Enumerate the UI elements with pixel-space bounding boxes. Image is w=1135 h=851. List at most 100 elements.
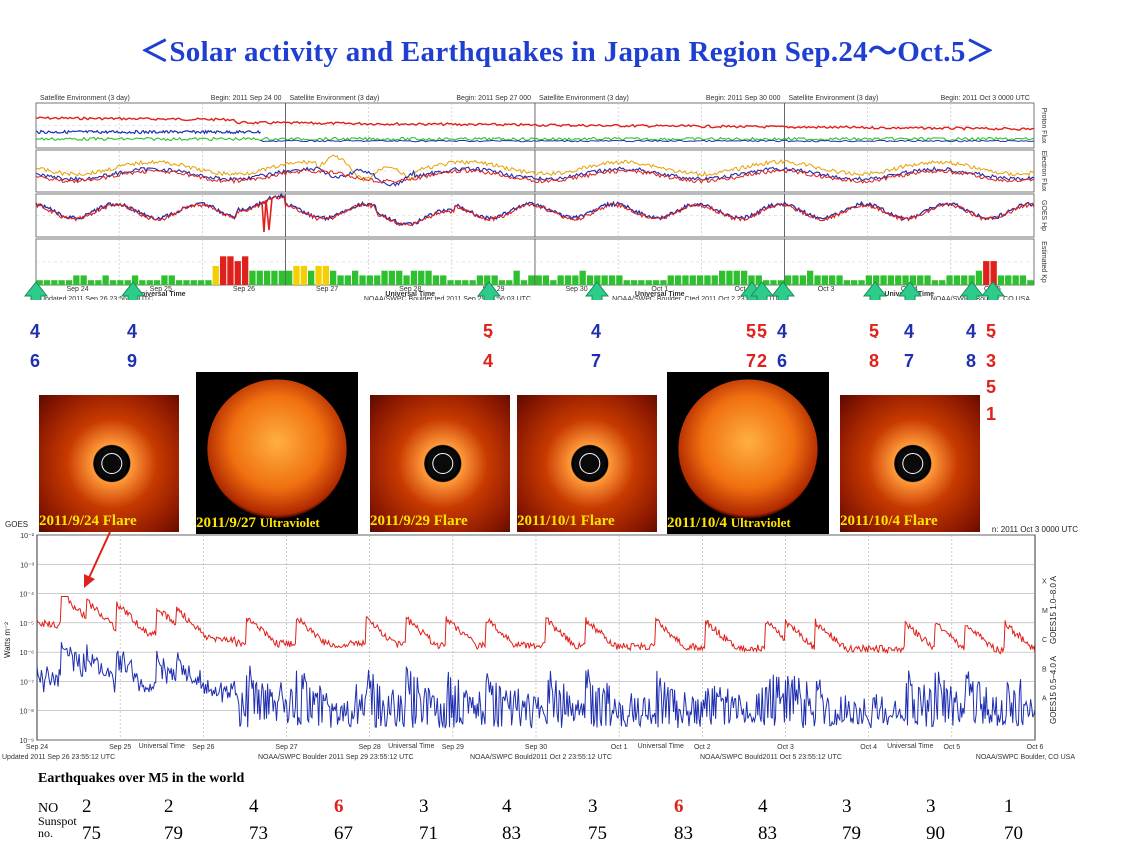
earthquake-arrow [476, 281, 502, 300]
kp-bar [256, 270, 263, 285]
proton-flux-lines [35, 116, 1035, 143]
xray-footer: NOAA/SWPC Boulder, CO USA [976, 754, 1076, 761]
kp-bar [939, 280, 946, 285]
sunspot-number: 75 [82, 823, 101, 844]
xray-frame [36, 534, 1036, 741]
xray-universal-time: Universal Time [638, 743, 684, 750]
kp-bar [946, 275, 953, 285]
kp-bar [344, 275, 351, 285]
panel-footer: NOAA/SWPC Boulder, CO USA [931, 296, 1031, 300]
no-label: NO [38, 801, 59, 816]
xray-header-left: GOES [5, 520, 28, 529]
flare-pointer [87, 531, 111, 581]
kp-bar [917, 275, 924, 285]
kp-bar [836, 275, 843, 285]
kp-bar [95, 280, 102, 285]
magnitude-extra: 5 [986, 377, 997, 397]
kp-bar [381, 270, 388, 285]
kp-bar [770, 280, 777, 285]
electron-blue-line [35, 166, 1035, 187]
kp-bar [124, 280, 131, 285]
kp-bar [330, 270, 337, 285]
sunspot-number: 70 [1004, 823, 1023, 844]
kp-bar [799, 275, 806, 285]
kp-bar [880, 275, 887, 285]
kp-bar [58, 280, 65, 285]
magnitude-top: 4 [127, 321, 138, 341]
xray-footer: NOAA/SWPC Bould2011 Oct 5 23:55:12 UTC [700, 754, 842, 761]
kp-bar [1012, 275, 1019, 285]
xray-x-tick: Oct 5 [943, 744, 960, 751]
flare-arrow [84, 531, 111, 588]
kp-bar [440, 275, 447, 285]
kp-bar [242, 256, 249, 285]
xray-long-series [36, 596, 1036, 655]
flare-class-label: X [1042, 579, 1047, 586]
sun-disk [678, 379, 818, 519]
earthquake-count: 3 [588, 796, 598, 817]
kp-bar [983, 261, 990, 285]
xray-ylabel: Watts m⁻² [3, 622, 12, 658]
magnitude-decimal-point: - [596, 332, 599, 342]
image-caption: 2011/10/1 Flare [517, 513, 615, 529]
sun-disk [207, 379, 347, 519]
kp-bar [300, 265, 307, 285]
sunspot-number: 83 [758, 823, 777, 844]
xray-x-tick: Oct 4 [860, 744, 877, 751]
kp-bar [139, 280, 146, 285]
kp-bar [374, 275, 381, 285]
kp-bar [674, 275, 682, 285]
goes-hp-lines [35, 192, 1035, 233]
magnitude-decimal-point: - [762, 332, 765, 342]
kp-bar [476, 275, 484, 285]
kp-bar [843, 280, 850, 285]
sunspot-number: 90 [926, 823, 945, 844]
kp-bar [293, 265, 300, 285]
kp-bar [696, 275, 704, 285]
xray-x-tick: Sep 25 [109, 744, 131, 751]
kp-bar [777, 280, 784, 285]
magnitude-top: 4 [904, 321, 915, 341]
kp-bar [1027, 280, 1034, 285]
kp-bar [829, 275, 836, 285]
magnitude-bottom: 9 [127, 351, 138, 371]
xray-x-tick: Oct 2 [694, 744, 711, 751]
kp-bar [102, 275, 109, 285]
kp-bar [748, 275, 755, 285]
kp-bar [1005, 275, 1012, 285]
kp-bar [726, 270, 733, 285]
kp-bar [997, 275, 1005, 285]
coronagraph-image: 2011/10/4 Flare [840, 395, 980, 532]
earthquake-arrow [770, 281, 796, 300]
row-label: Electron Flux [1040, 151, 1047, 192]
satellite-environment-chart: Proton Flux Electron Flux GOES Hp Estimated… [23, 95, 1047, 300]
magnitude-bottom: 6 [30, 351, 41, 371]
earthquake-count: 2 [82, 796, 92, 817]
kp-bar [73, 275, 80, 285]
magnitude-bottom: 7 [904, 351, 915, 371]
flare-class-label: C [1042, 637, 1047, 644]
kp-bar [667, 275, 674, 285]
xray-y-tick: 10⁻³ [20, 562, 34, 569]
earthquake-count: 6 [334, 796, 344, 817]
kp-bar [271, 270, 278, 285]
magnitude-decimal-point: - [909, 332, 912, 342]
proton-high-line [35, 116, 1035, 131]
xray-long-label: GOES15 1.0–8.0 A [1049, 575, 1058, 644]
kp-bar [80, 275, 87, 285]
xray-universal-time: Universal Time [388, 743, 434, 750]
earthquake-arrow [862, 281, 888, 300]
kp-bar [491, 275, 498, 285]
magnitude-decimal-point: - [991, 332, 994, 342]
occulter [95, 447, 128, 480]
kp-bar [462, 280, 469, 285]
sunspot-label: Sunspot no. [38, 814, 77, 840]
image-caption: 2011/9/29 Flare [370, 513, 468, 529]
row-label: Estimated Kp [1040, 241, 1047, 283]
panel-header-left: Satellite Environment (3 day) [539, 95, 629, 102]
kp-bar [418, 270, 425, 285]
kp-bar [975, 270, 983, 285]
kp-bar [557, 275, 564, 285]
xray-x-tick: Sep 27 [275, 744, 297, 751]
